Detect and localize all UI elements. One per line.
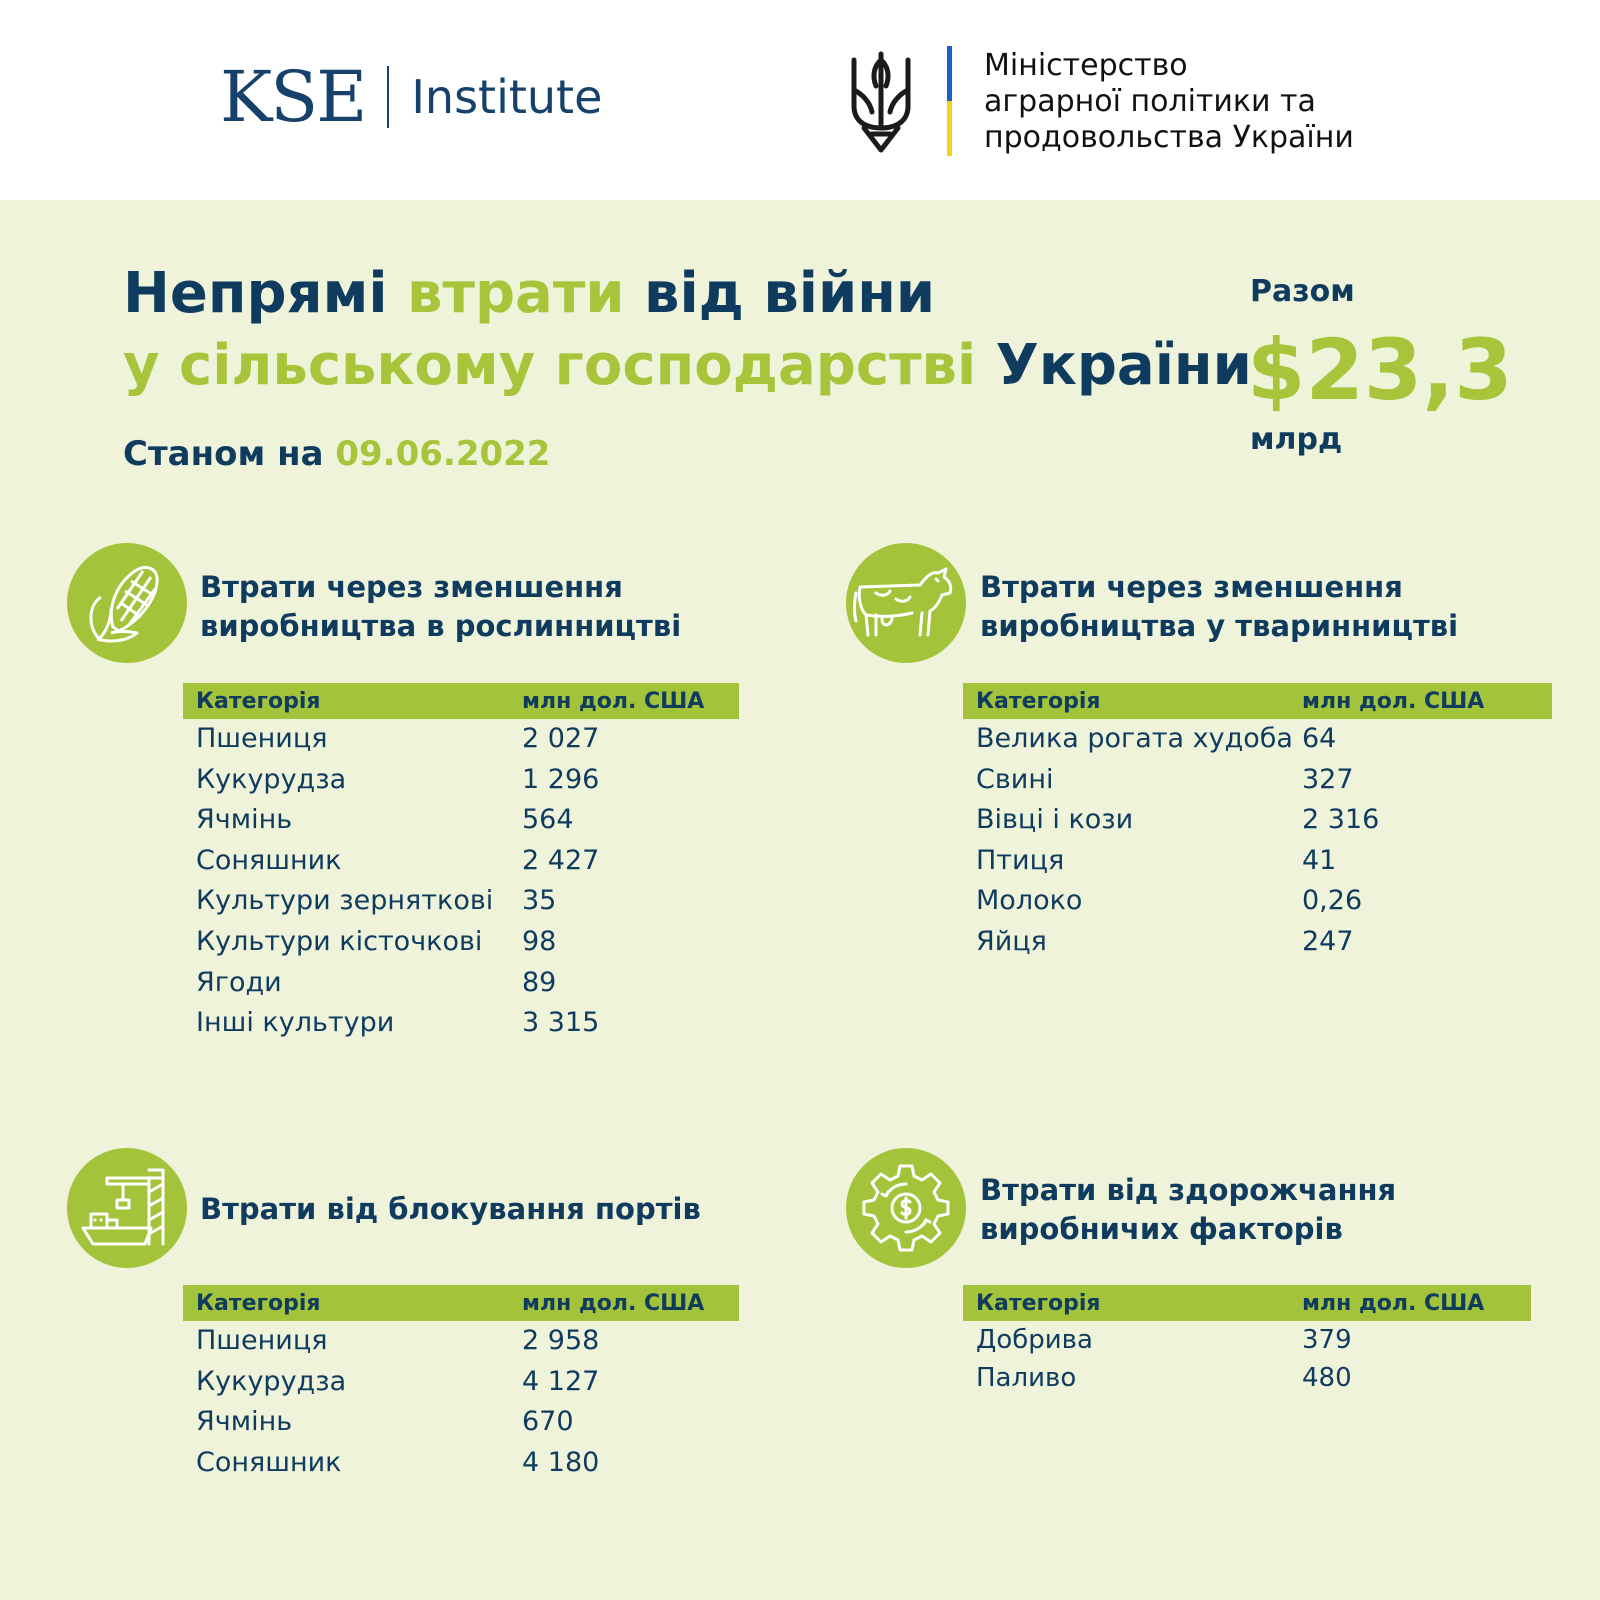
title-line-1: Непрямі втрати від війни (123, 261, 936, 326)
ministry-line: продовольства України (984, 120, 1354, 155)
logo-divider (387, 66, 390, 128)
table-row: Паливо 480 (976, 1363, 1352, 1393)
column-header: млн дол. США (522, 689, 705, 714)
ukraine-flag-stripe (947, 46, 952, 156)
ministry-line: Міністерство (984, 48, 1188, 83)
ports-table: Категорія млн дол. США Пшениця 2 958 Куку… (183, 1285, 739, 1483)
total-unit: млрд (1250, 422, 1343, 457)
table-row: Кукурудза 1 296 (196, 763, 600, 795)
table-row: Культури кісточкові 98 (196, 925, 557, 957)
table-row: Пшениця 2 027 (196, 723, 600, 754)
total-value: $23,3 (1247, 321, 1513, 419)
table-header: Категорія млн дол. США (963, 1285, 1531, 1321)
gear-dollar-icon (846, 1148, 966, 1268)
column-header: млн дол. США (1302, 689, 1485, 714)
kse-institute-logo: KSE Institute (220, 62, 602, 132)
ministry-line: аграрної політики та (984, 84, 1316, 119)
table-row: Культури зерняткові 35 (196, 885, 557, 917)
table-row: Вівці і кози 2 316 (976, 804, 1380, 836)
table-row: Птиця 41 (976, 844, 1337, 876)
table-row: Інші культури 3 315 (196, 1007, 600, 1039)
section-title: Втрати від здорожчання виробничих фактор… (980, 1173, 1397, 1246)
corn-icon (67, 543, 187, 663)
table-row: Ячмінь 564 (196, 804, 574, 836)
table-header: Категорія млн дол. США (963, 683, 1552, 719)
table-header: Категорія млн дол. США (183, 1285, 739, 1321)
table-row: Яйця 247 (976, 925, 1354, 957)
factors-table: Категорія млн дол. США Добрива 379 Паливо… (963, 1285, 1531, 1397)
table-row: Ягоди 89 (196, 966, 557, 998)
table-row: Пшениця 2 958 (196, 1325, 600, 1356)
ministry-name: Міністерство аграрної політики та продов… (984, 48, 1354, 156)
kse-logo-mark: KSE (220, 56, 367, 138)
table-row: Соняшник 2 427 (196, 844, 600, 876)
table-row: Добрива 379 (976, 1325, 1352, 1355)
section-title: Втрати від блокування портів (200, 1192, 701, 1226)
table-row: Соняшник 4 180 (196, 1446, 600, 1478)
livestock-table: Категорія млн дол. США Велика рогата худ… (963, 683, 1552, 963)
crops-table: Категорія млн дол. США Пшениця 2 027 Куку… (183, 683, 739, 1044)
table-row: Велика рогата худоба 64 (976, 723, 1337, 754)
column-header: Категорія (976, 689, 1101, 714)
cow-icon (846, 543, 966, 663)
column-header: Категорія (976, 1291, 1101, 1316)
section-title: Втрати через зменшення виробництва у тва… (980, 570, 1459, 643)
column-header: млн дол. США (1302, 1291, 1485, 1316)
port-crane-icon (67, 1148, 187, 1268)
kse-logo-institute: Institute (411, 70, 603, 124)
title-line-2: у сільському господарстві України (123, 333, 1252, 398)
section-title: Втрати через зменшення виробництва в рос… (200, 570, 682, 643)
page-title: Непрямі втрати від війни у сільському го… (123, 258, 1252, 402)
column-header: млн дол. США (522, 1291, 705, 1316)
column-header: Категорія (196, 689, 321, 714)
table-header: Категорія млн дол. США (183, 683, 739, 719)
total-label: Разом (1250, 274, 1355, 309)
table-row: Свині 327 (976, 763, 1354, 795)
as-of-date: Станом на 09.06.2022 (123, 434, 551, 474)
trident-icon (851, 51, 911, 153)
table-row: Ячмінь 670 (196, 1406, 574, 1438)
column-header: Категорія (196, 1291, 321, 1316)
table-row: Кукурудза 4 127 (196, 1365, 600, 1397)
header-bar: KSE Institute Міністерство аграрної полі… (0, 0, 1600, 200)
table-row: Молоко 0,26 (976, 885, 1363, 917)
